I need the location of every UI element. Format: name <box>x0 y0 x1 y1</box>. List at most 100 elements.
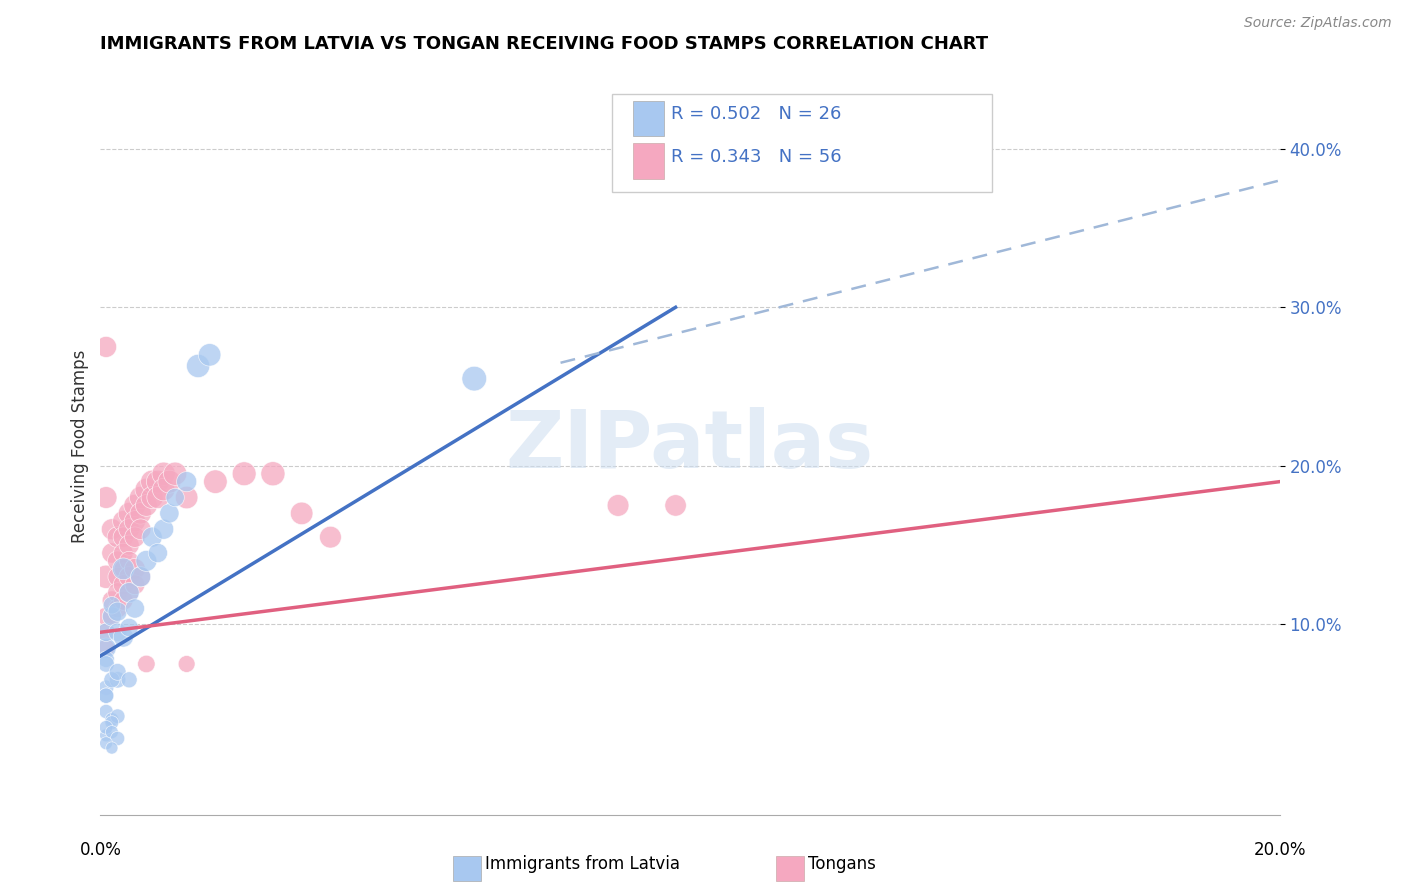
Point <box>124 562 146 576</box>
Point <box>157 507 180 521</box>
Point <box>204 475 226 489</box>
Point <box>129 570 152 584</box>
Point <box>94 625 117 640</box>
Text: R = 0.343   N = 56: R = 0.343 N = 56 <box>671 148 842 166</box>
Point <box>101 741 124 756</box>
Point <box>176 475 198 489</box>
Point <box>101 599 124 613</box>
Point <box>101 609 124 624</box>
Point <box>112 546 135 560</box>
Point <box>146 475 169 489</box>
Point <box>135 657 157 671</box>
Point <box>107 601 129 615</box>
Point <box>129 507 152 521</box>
Point <box>319 530 342 544</box>
Point <box>94 641 117 656</box>
Point <box>141 530 163 544</box>
Point <box>118 585 141 599</box>
Point <box>101 546 124 560</box>
Point <box>152 467 174 481</box>
Point <box>118 620 141 634</box>
Point <box>112 562 135 576</box>
Point <box>107 605 129 619</box>
Point <box>176 657 198 671</box>
Point <box>118 522 141 536</box>
Point <box>107 625 129 640</box>
Point <box>152 483 174 497</box>
Point <box>94 641 117 656</box>
Point <box>135 554 157 568</box>
Text: 20.0%: 20.0% <box>1253 840 1306 859</box>
Point <box>112 577 135 591</box>
Point <box>165 467 187 481</box>
Point <box>291 507 314 521</box>
Point <box>101 673 124 687</box>
Point <box>94 728 117 742</box>
Point <box>135 483 157 497</box>
Point <box>94 652 117 666</box>
Y-axis label: Receiving Food Stamps: Receiving Food Stamps <box>72 350 89 542</box>
Point <box>135 499 157 513</box>
Point <box>101 593 124 607</box>
Point <box>141 491 163 505</box>
Point <box>129 491 152 505</box>
Point <box>94 570 117 584</box>
Point <box>94 491 117 505</box>
Point <box>157 475 180 489</box>
Text: Source: ZipAtlas.com: Source: ZipAtlas.com <box>1244 16 1392 29</box>
Point <box>112 530 135 544</box>
Point <box>112 593 135 607</box>
Point <box>607 499 630 513</box>
Text: IMMIGRANTS FROM LATVIA VS TONGAN RECEIVING FOOD STAMPS CORRELATION CHART: IMMIGRANTS FROM LATVIA VS TONGAN RECEIVI… <box>100 35 988 53</box>
Text: 0.0%: 0.0% <box>79 840 121 859</box>
Point <box>107 665 129 679</box>
Point <box>94 657 117 671</box>
Point <box>141 475 163 489</box>
Point <box>118 673 141 687</box>
Point <box>233 467 256 481</box>
Point <box>94 340 117 354</box>
Point <box>107 554 129 568</box>
Point <box>118 538 141 552</box>
Point <box>262 467 284 481</box>
Point <box>101 725 124 739</box>
Point <box>112 630 135 644</box>
Point <box>112 562 135 576</box>
Point <box>118 507 141 521</box>
Point <box>94 609 117 624</box>
Point <box>124 514 146 528</box>
Point <box>94 625 117 640</box>
Point <box>165 491 187 505</box>
Point <box>664 499 686 513</box>
Point <box>94 689 117 703</box>
Point <box>124 577 146 591</box>
Point <box>94 681 117 695</box>
Point <box>112 514 135 528</box>
Point <box>101 522 124 536</box>
Point <box>101 713 124 727</box>
Point <box>94 720 117 734</box>
Point <box>107 570 129 584</box>
Point <box>124 530 146 544</box>
Text: R = 0.502   N = 26: R = 0.502 N = 26 <box>671 105 842 123</box>
Text: Tongans: Tongans <box>808 855 876 873</box>
Point <box>129 522 152 536</box>
Point <box>124 601 146 615</box>
Point <box>463 371 485 385</box>
Point <box>176 491 198 505</box>
Point <box>107 709 129 723</box>
Point <box>101 609 124 624</box>
Point <box>118 570 141 584</box>
Point <box>198 348 221 362</box>
Point <box>107 673 129 687</box>
Point <box>124 499 146 513</box>
Point <box>129 570 152 584</box>
Point <box>107 530 129 544</box>
Point <box>118 585 141 599</box>
Point <box>152 522 174 536</box>
Text: ZIPatlas: ZIPatlas <box>506 407 875 485</box>
Point <box>146 546 169 560</box>
Point <box>146 491 169 505</box>
Point <box>107 585 129 599</box>
Text: Immigrants from Latvia: Immigrants from Latvia <box>485 855 681 873</box>
